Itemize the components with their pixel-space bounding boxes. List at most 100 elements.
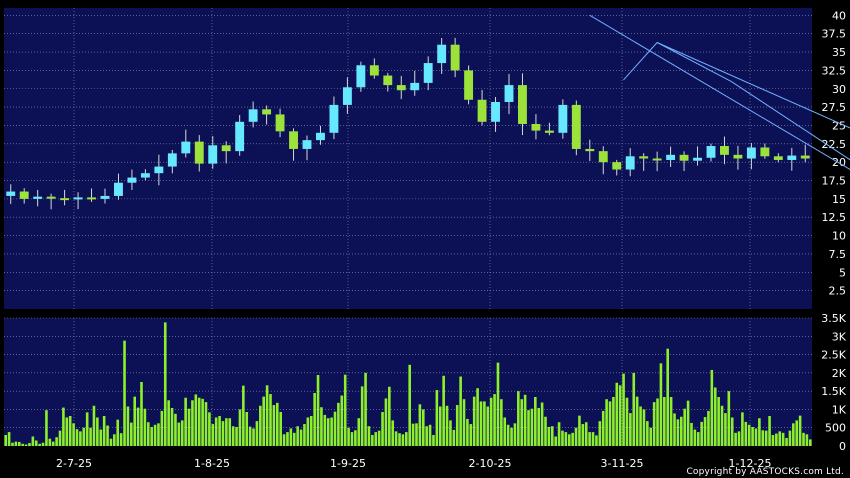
volume-bar — [503, 417, 507, 446]
price-y-tick-label: 32.5 — [822, 64, 847, 77]
volume-y-tick-label: 3.5K — [821, 312, 846, 325]
candle-body — [652, 158, 662, 161]
volume-bar — [710, 369, 714, 446]
volume-bar — [153, 424, 157, 446]
volume-bar — [479, 401, 483, 446]
volume-bar — [530, 408, 534, 446]
candle-body — [302, 140, 312, 149]
price-y-tick-label: 35 — [832, 46, 846, 59]
candle-body — [746, 147, 756, 159]
volume-bar — [747, 424, 751, 446]
candle-body — [46, 196, 56, 199]
volume-bar — [89, 427, 92, 446]
volume-bar — [703, 417, 707, 446]
volume-bar — [180, 420, 184, 446]
volume-bar — [286, 432, 289, 446]
volume-bar — [377, 430, 381, 446]
price-y-tick-label: 15 — [832, 193, 846, 206]
volume-bar — [194, 394, 198, 446]
candle-body — [316, 132, 325, 141]
volume-y-tick-label: 1K — [832, 403, 847, 416]
volume-bar — [561, 430, 564, 446]
volume-bar — [184, 397, 187, 446]
volume-bar — [235, 426, 238, 446]
volume-bar — [805, 434, 809, 446]
candle-body — [33, 196, 43, 199]
candle-body — [396, 85, 406, 91]
volume-bar — [62, 407, 65, 446]
candle-body — [733, 154, 743, 159]
volume-bar — [618, 385, 622, 446]
volume-bar — [68, 416, 72, 446]
volume-bar — [34, 440, 38, 446]
price-y-tick-label: 10 — [832, 230, 846, 243]
volume-bar — [432, 435, 435, 446]
volume-bar — [496, 362, 500, 446]
volume-bar — [99, 429, 103, 446]
candle-body — [504, 85, 514, 102]
candle-body — [410, 82, 420, 91]
volume-bar — [798, 415, 802, 446]
volume-bar — [584, 422, 588, 446]
candle-body — [800, 155, 810, 159]
volume-bar — [588, 432, 591, 446]
volume-bar — [28, 443, 31, 446]
candle-body — [87, 197, 96, 200]
volume-bar — [85, 412, 89, 446]
candle-body — [248, 109, 258, 122]
volume-bar — [652, 402, 656, 446]
volume-bar — [133, 396, 137, 446]
volume-bar — [343, 374, 347, 446]
volume-y-tick-label: 1.5K — [821, 385, 846, 398]
volume-bar — [534, 396, 537, 446]
volume-bar — [92, 405, 96, 446]
volume-bar — [248, 426, 252, 446]
volume-bar — [21, 443, 24, 446]
volume-bar — [381, 411, 384, 446]
trend-line — [656, 42, 850, 129]
volume-bar — [79, 431, 82, 446]
volume-bar — [160, 410, 164, 446]
volume-bar — [384, 398, 388, 446]
volume-bar — [45, 410, 48, 446]
volume-bar — [564, 432, 568, 446]
volume-bar — [523, 394, 527, 446]
candle-body — [181, 141, 191, 154]
candle-body — [356, 65, 366, 88]
candle-body — [491, 101, 500, 122]
candle-body — [100, 195, 110, 199]
volume-bar — [659, 363, 663, 446]
volume-bar — [82, 427, 86, 446]
volume-bar — [462, 399, 466, 446]
volume-bar — [367, 426, 371, 446]
volume-bar — [170, 407, 174, 446]
candle-body — [760, 147, 770, 157]
volume-bar — [601, 410, 605, 446]
candle-body — [423, 63, 433, 83]
volume-bar — [428, 424, 432, 446]
volume-bar — [483, 401, 486, 446]
volume-bar — [65, 417, 69, 446]
volume-bar — [809, 439, 812, 446]
candle-body — [6, 191, 16, 196]
price-y-tick-label: 27.5 — [822, 101, 847, 114]
volume-bar — [751, 426, 754, 446]
candle-body — [289, 131, 298, 149]
candle-body — [262, 109, 272, 115]
volume-bar — [262, 396, 266, 446]
volume-bar — [635, 396, 639, 446]
volume-bar — [649, 427, 653, 446]
candle-body — [235, 121, 245, 152]
volume-bar — [785, 437, 788, 446]
volume-bar — [578, 415, 581, 446]
volume-bar — [265, 385, 269, 446]
volume-bar — [269, 394, 272, 446]
candle-body — [154, 166, 164, 174]
price-y-tick-label: 37.5 — [822, 28, 847, 41]
volume-bar — [275, 402, 279, 446]
volume-bar — [252, 428, 255, 446]
trend-line — [589, 14, 850, 171]
volume-bar — [720, 405, 724, 446]
volume-bar — [615, 382, 619, 446]
